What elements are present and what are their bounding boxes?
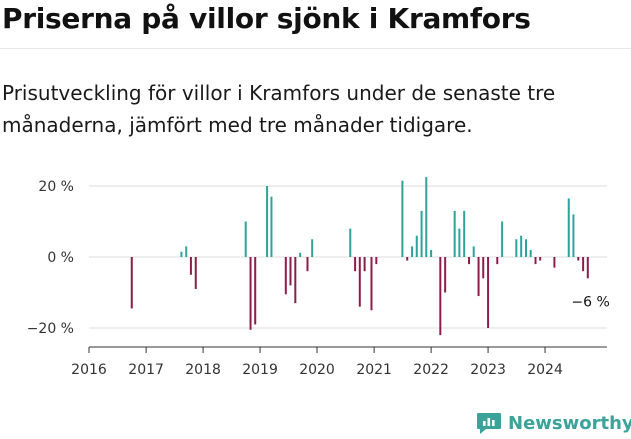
bar — [458, 228, 461, 257]
bar — [572, 214, 575, 257]
y-axis-labels: 20 % 0 % −20 % — [27, 179, 74, 337]
bar — [284, 257, 287, 295]
bar — [501, 221, 504, 257]
bar — [406, 257, 409, 261]
bar — [553, 257, 556, 268]
x-tick-label: 2021 — [356, 362, 392, 378]
x-axis: 2016 2017 2018 2019 2020 2021 2022 2023 2024 — [71, 346, 607, 378]
bar — [520, 235, 523, 257]
bar — [567, 198, 570, 257]
bar — [266, 186, 269, 257]
x-tick-label: 2022 — [413, 362, 449, 378]
bars-layer — [130, 177, 589, 336]
bar — [375, 257, 378, 265]
bar — [468, 257, 471, 265]
bar — [415, 235, 418, 257]
x-tick-label: 2019 — [242, 362, 278, 378]
bar — [130, 257, 133, 309]
brand-name: Newsworthy — [508, 412, 631, 434]
bar — [363, 257, 366, 272]
bar — [453, 210, 456, 257]
bar — [370, 257, 373, 311]
chart-title: Priserna på villor sjönk i Kramfors — [2, 2, 531, 35]
bar — [487, 257, 490, 328]
x-tick-label: 2023 — [470, 362, 506, 378]
bar — [249, 257, 252, 330]
bar — [411, 246, 414, 257]
bar — [425, 177, 428, 257]
bar — [463, 210, 466, 257]
bar — [401, 180, 404, 257]
bar — [254, 257, 257, 325]
bar — [194, 257, 197, 289]
bar — [354, 257, 357, 272]
latest-value-label: −6 % — [571, 294, 609, 310]
bar — [358, 257, 361, 307]
newsworthy-logo-icon — [477, 413, 501, 434]
bar — [306, 257, 309, 272]
bar — [439, 257, 442, 336]
bar — [529, 249, 532, 257]
bar — [189, 257, 192, 275]
x-tick-label: 2017 — [128, 362, 164, 378]
bar — [185, 246, 188, 257]
y-tick-label: 20 % — [38, 179, 74, 195]
bar — [349, 228, 352, 257]
bar — [534, 257, 537, 265]
bar — [294, 257, 297, 304]
chart-subtitle: Prisutveckling för villor i Kramfors und… — [2, 81, 556, 137]
brand-logo: Newsworthy — [476, 408, 631, 438]
x-tick-label: 2024 — [527, 362, 563, 378]
bar — [477, 257, 480, 297]
y-tick-label: 0 % — [47, 250, 74, 266]
y-tick-label: −20 % — [27, 321, 74, 337]
bar — [270, 196, 273, 257]
bar — [482, 257, 485, 279]
bar — [539, 257, 542, 261]
x-tick-label: 2016 — [71, 362, 107, 378]
bar — [582, 257, 585, 272]
grid-layer — [89, 185, 607, 329]
x-tick-label: 2020 — [299, 362, 335, 378]
bar — [430, 249, 433, 257]
bar — [496, 257, 499, 265]
bar — [577, 257, 580, 261]
bar — [524, 239, 527, 257]
bar — [420, 210, 423, 257]
bar — [444, 257, 447, 293]
title-divider — [0, 48, 631, 49]
bar — [289, 257, 292, 286]
annotation-layer: −6 % — [571, 294, 609, 310]
bar — [311, 239, 314, 257]
x-tick-label: 2018 — [185, 362, 221, 378]
bar — [299, 252, 302, 257]
bar — [180, 251, 183, 257]
bar — [472, 246, 475, 257]
bar — [515, 239, 518, 257]
bar — [586, 257, 589, 279]
bar — [244, 221, 247, 257]
